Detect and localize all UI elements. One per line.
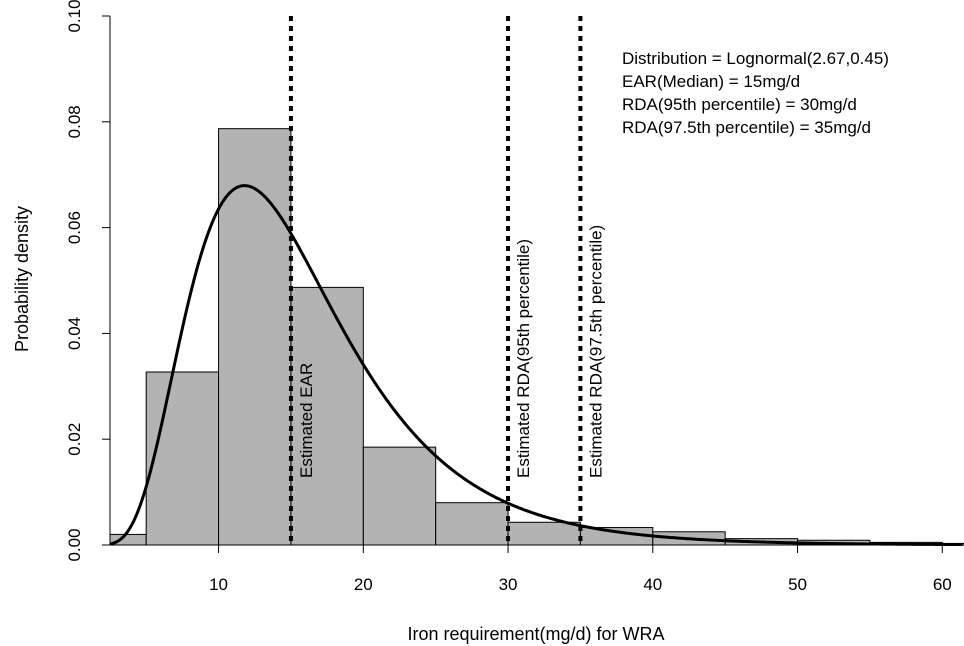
vertical-reference-lines: Estimated EAR Estimated RDA(95th percenti… [288, 16, 605, 545]
annotation-line-1: Distribution = Lognormal(2.67,0.45) [622, 49, 889, 68]
y-axis: 0.00 0.02 0.04 0.06 0.08 0.10 [65, 0, 111, 562]
y-tick-label-0.00: 0.00 [65, 528, 84, 561]
histogram-bar-25-30 [435, 502, 509, 546]
y-tick-label-0.06: 0.06 [65, 211, 84, 244]
distribution-annotation: Distribution = Lognormal(2.67,0.45) EAR(M… [622, 49, 889, 137]
x-axis-title: Iron requirement(mg/d) for WRA [407, 624, 664, 644]
y-tick-label-0.08: 0.08 [65, 105, 84, 138]
histogram-bar-20-25 [362, 446, 437, 546]
x-tick-label-10: 10 [209, 575, 228, 594]
x-tick-label-30: 30 [499, 575, 518, 594]
y-tick-label-0.04: 0.04 [65, 317, 84, 350]
histogram-bar-10-15 [218, 128, 292, 546]
x-tick-label-40: 40 [643, 575, 662, 594]
histogram-bar-30-35 [507, 521, 581, 546]
y-tick-label-0.10: 0.10 [65, 0, 84, 33]
x-tick-label-20: 20 [354, 575, 373, 594]
lognormal-density-curve [109, 184, 963, 547]
histogram-bar-5-10 [145, 371, 220, 546]
annotation-line-3: RDA(95th percentile) = 30mg/d [622, 95, 857, 114]
reference-line-label-15: Estimated EAR [297, 363, 316, 478]
y-axis-title: Probability density [12, 206, 32, 352]
annotation-line-2: EAR(Median) = 15mg/d [622, 72, 800, 91]
x-tick-label-60: 60 [933, 575, 952, 594]
x-axis: 10 20 30 40 50 60 [209, 544, 952, 594]
reference-line-label-30: Estimated RDA(95th percentile) [514, 239, 533, 478]
reference-line-label-35: Estimated RDA(97.5th percentile) [586, 225, 605, 478]
x-tick-label-50: 50 [788, 575, 807, 594]
annotation-line-4: RDA(97.5th percentile) = 35mg/d [622, 118, 871, 137]
y-tick-label-0.02: 0.02 [65, 423, 84, 456]
